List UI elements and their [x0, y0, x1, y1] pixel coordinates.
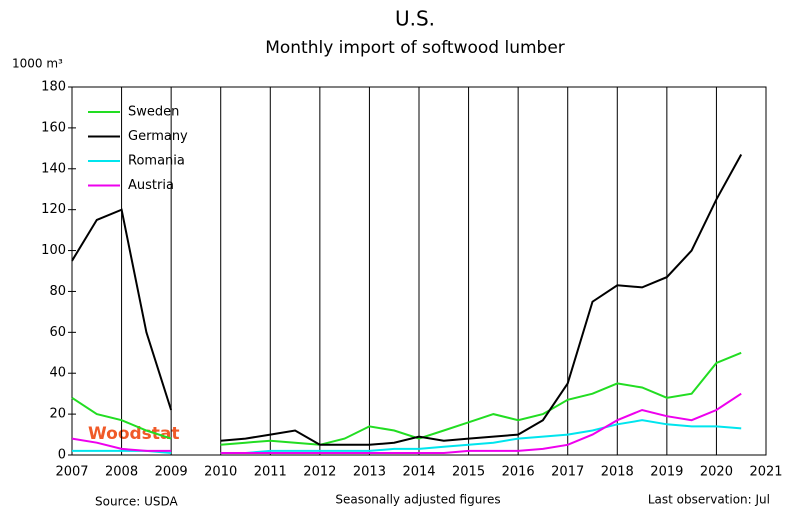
- source: Source: USDA: [95, 495, 179, 509]
- x-tick-label: 2009: [155, 465, 188, 480]
- y-tick-label: 40: [49, 366, 66, 381]
- x-tick-label: 2018: [601, 465, 634, 480]
- y-tick-label: 180: [41, 80, 66, 95]
- legend-label: Germany: [128, 129, 188, 144]
- y-tick-label: 160: [41, 120, 66, 135]
- y-tick-label: 0: [58, 448, 66, 463]
- line: [71, 351, 742, 446]
- y-tick-label: 60: [49, 325, 66, 340]
- y-tick-label: 120: [41, 202, 66, 217]
- line: [71, 154, 743, 446]
- x-tick-label: 2016: [502, 465, 535, 480]
- x-tick-label: 2007: [55, 465, 88, 480]
- y-tick-label: 20: [49, 407, 66, 422]
- x-tick-label: 2020: [700, 465, 733, 480]
- x-tick-label: 2015: [452, 465, 485, 480]
- x-tick-label: 2021: [749, 465, 782, 480]
- line: [71, 392, 742, 454]
- x-tick-label: 2008: [105, 465, 138, 480]
- x-tick-label: 2010: [204, 465, 237, 480]
- x-tick-label: 2017: [551, 465, 584, 480]
- legend-label: Sweden: [128, 105, 179, 120]
- x-tick-label: 2011: [254, 465, 287, 480]
- y-tick-label: 100: [41, 243, 66, 258]
- x-tick-label: 2019: [650, 465, 683, 480]
- note: Seasonally adjusted figures: [335, 493, 500, 507]
- y-axis-label: 1000 m³: [12, 57, 63, 71]
- legend-label: Austria: [128, 178, 174, 193]
- x-tick-label: 2013: [353, 465, 386, 480]
- y-tick-label: 140: [41, 161, 66, 176]
- chart-title: U.S.: [395, 7, 435, 31]
- x-tick-label: 2014: [402, 465, 435, 480]
- legend-label: Romania: [128, 154, 185, 169]
- logo: Woodstat: [88, 424, 180, 444]
- x-tick-label: 2012: [303, 465, 336, 480]
- chart-subtitle: Monthly import of softwood lumber: [265, 38, 565, 58]
- y-tick-label: 80: [49, 284, 66, 299]
- last-observation: Last observation: Jul: [648, 493, 770, 507]
